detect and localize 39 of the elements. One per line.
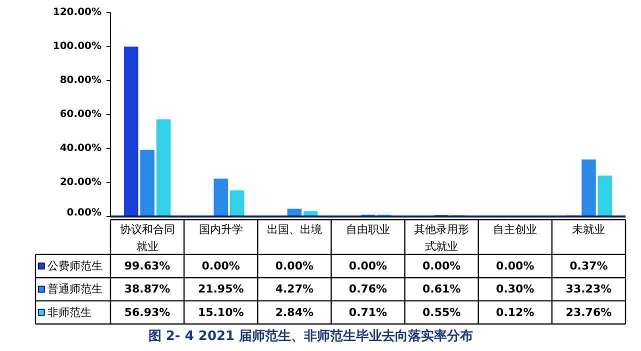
data-label: 0.30% (496, 282, 534, 296)
x-tick-label: 协议和合同就业 (120, 223, 175, 254)
data-label: 0.00% (348, 260, 388, 273)
data-label: 4.27% (275, 282, 314, 296)
data-label: 0.37% (570, 260, 608, 273)
data-label: 0.00% (496, 260, 534, 273)
x-tick-label: 国内升学 (198, 223, 243, 236)
data-label: 0.00% (275, 260, 314, 273)
x-tick-label: 自主创业 (493, 223, 538, 236)
data-label: 21.95% (198, 282, 244, 296)
data-label: 15.10% (198, 306, 244, 319)
x-tick-label: 未就业 (572, 223, 606, 236)
legend-label: 公费师范生 (47, 260, 102, 273)
data-label: 0.71% (348, 306, 388, 319)
y-tick-label: 120.00% (52, 7, 102, 18)
data-label: 38.87% (124, 282, 170, 296)
y-tick-label: 40.00% (60, 143, 102, 154)
data-label: 2.84% (275, 306, 314, 319)
legend-label: 非师范生 (47, 306, 92, 319)
data-label: 0.12% (496, 306, 534, 319)
y-tick-label: 20.00% (60, 177, 102, 188)
data-label: 33.23% (566, 282, 612, 296)
data-label: 0.00% (202, 260, 240, 273)
y-tick-label: 0.00% (66, 208, 102, 218)
data-label: 0.61% (422, 282, 461, 296)
data-label: 56.93% (124, 306, 170, 319)
x-tick-label: 出国、出境 (266, 223, 322, 236)
x-tick-label: 自由职业 (346, 223, 390, 236)
legend-label: 普通师范生 (47, 282, 102, 296)
x-tick-label: 其他录用形式就业 (414, 223, 470, 254)
data-label: 0.00% (422, 260, 461, 273)
data-label: 0.76% (348, 282, 388, 296)
text: 图 2- 4 2021 届师范生、非师范生毕业去向落实率分布 (148, 328, 474, 344)
y-tick-label: 100.00% (52, 41, 102, 52)
data-label: 0.55% (422, 306, 461, 319)
data-label: 23.76% (566, 306, 612, 319)
y-tick-label: 60.00% (60, 109, 102, 120)
data-label: 99.63% (124, 260, 170, 273)
y-tick-label: 80.00% (60, 75, 102, 86)
